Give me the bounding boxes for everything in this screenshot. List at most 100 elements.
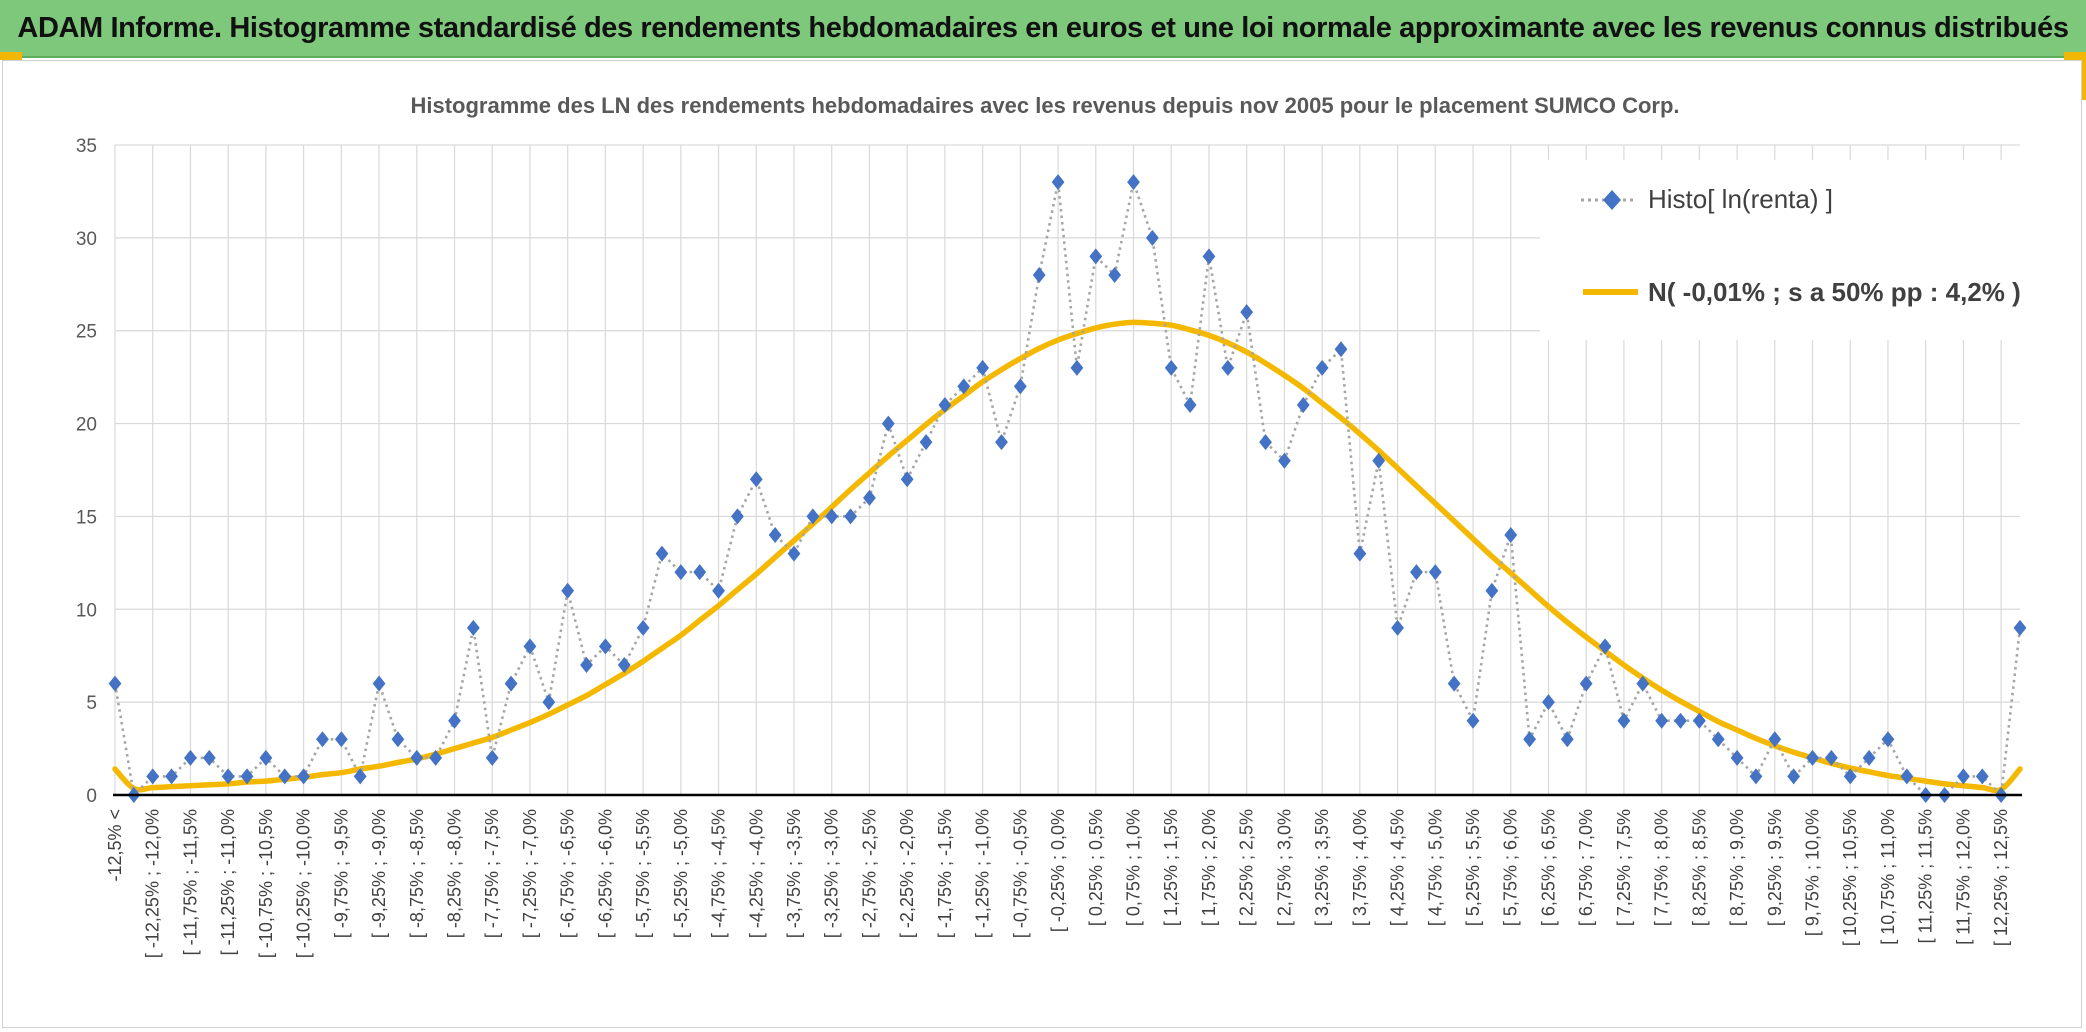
frame-accent-right <box>2082 60 2086 100</box>
histogram-point <box>1221 359 1235 376</box>
histogram-point <box>1957 768 1970 785</box>
histogram-point <box>561 582 575 599</box>
y-tick-label: 10 <box>76 600 97 621</box>
histogram-point <box>919 434 933 451</box>
y-tick-label: 30 <box>76 229 97 250</box>
x-tick-label: [ 6,25% ; 6,5% <box>1538 809 1558 926</box>
histogram-point <box>1560 731 1574 748</box>
histogram-point <box>806 508 820 525</box>
y-tick-label: 15 <box>76 507 97 528</box>
histogram-point <box>1164 359 1178 376</box>
histogram-point <box>165 768 178 785</box>
histogram-point <box>1485 582 1499 599</box>
histogram-point <box>278 768 292 785</box>
x-tick-label: [ -7,25% ; -7,0% <box>520 809 540 938</box>
histogram-point <box>1900 768 1914 785</box>
histogram-point <box>731 508 744 525</box>
histogram-point <box>1032 267 1046 283</box>
histogram-point <box>655 545 669 562</box>
x-tick-label: [ -1,25% ; -1,0% <box>973 809 993 938</box>
x-tick-label: [ 2,75% ; 3,0% <box>1274 809 1294 926</box>
histogram-point <box>1410 564 1423 581</box>
normal-curve-series <box>112 319 2023 794</box>
x-tick-label: [ 5,75% ; 6,0% <box>1501 809 1521 926</box>
legend: Histo[ ln(renta) ] N( -0,01% ; s a 50% p… <box>1540 160 2025 340</box>
histogram-point <box>221 768 235 785</box>
histogram-point <box>976 359 990 376</box>
histogram-point <box>1862 749 1876 766</box>
histogram-point <box>1108 267 1122 283</box>
x-tick-label: [ -3,25% ; -3,0% <box>822 809 842 938</box>
histogram-point <box>1674 712 1687 729</box>
histogram-point <box>504 675 518 692</box>
histogram-point <box>1089 248 1103 265</box>
histogram-point <box>1711 731 1725 748</box>
histogram-point <box>1598 638 1612 655</box>
x-tick-label: [ -9,75% ; -9,5% <box>331 809 351 938</box>
histogram-point <box>1278 452 1291 469</box>
histogram-point <box>1202 248 1216 265</box>
y-tick-label: 0 <box>86 786 97 807</box>
histogram-point <box>240 768 254 785</box>
histogram-point <box>1013 378 1027 395</box>
histogram-point <box>1975 768 1989 785</box>
histogram-point <box>1315 359 1329 376</box>
x-tick-label: [ 10,25% ; 10,5% <box>1840 809 1860 946</box>
histogram-point <box>372 675 386 692</box>
histogram-point <box>1730 749 1744 766</box>
x-tick-label: [ 2,25% ; 2,5% <box>1237 809 1257 926</box>
x-tick-label: [ -2,75% ; -2,5% <box>859 809 879 938</box>
histogram-point <box>1428 564 1442 581</box>
histogram-point <box>297 768 311 785</box>
histogram-point <box>1843 768 1857 785</box>
histogram-point <box>598 638 612 655</box>
histogram-point <box>900 471 914 488</box>
histogram-point <box>712 582 725 599</box>
histogram-point <box>1504 527 1518 543</box>
y-tick-label: 5 <box>86 693 97 714</box>
legend-curve-label: N( -0,01% ; s a 50% pp : 4,2% ) <box>1648 277 2021 307</box>
x-tick-label: [ -0,25% ; 0,0% <box>1048 809 1068 932</box>
histogram-point <box>146 768 160 785</box>
histogram-point <box>1447 675 1461 692</box>
y-tick-label: 35 <box>76 136 97 157</box>
histogram-point <box>1824 749 1838 766</box>
histogram-point <box>1070 359 1084 376</box>
x-tick-label: [ 0,25% ; 0,5% <box>1086 809 1106 926</box>
x-tick-label: [ -6,75% ; -6,5% <box>558 809 578 938</box>
x-tick-label: [ -3,75% ; -3,5% <box>784 809 804 938</box>
histogram-point <box>1617 712 1631 729</box>
histogram-point <box>1353 545 1367 562</box>
histogram-point <box>995 434 1008 451</box>
banner-title: ADAM Informe. Histogramme standardisé de… <box>17 12 2069 44</box>
histogram-point <box>448 712 461 729</box>
histogram-point <box>202 749 216 766</box>
x-tick-label: [ 8,75% ; 9,0% <box>1727 809 1747 926</box>
x-tick-label: [ -6,25% ; -6,0% <box>595 809 615 938</box>
x-tick-label: [ -10,25% ; -10,0% <box>294 809 314 958</box>
legend-histo-label: Histo[ ln(renta) ] <box>1648 184 1833 214</box>
histogram-point <box>334 731 348 748</box>
histogram-point <box>1051 174 1065 191</box>
x-tick-label: [ 12,25% ; 12,5% <box>1991 809 2011 946</box>
x-tick-label: [ -8,25% ; -8,0% <box>445 809 465 938</box>
histogram-point <box>353 768 367 785</box>
chart-title: Histogramme des LN des rendements hebdom… <box>410 93 1679 118</box>
histogram-point <box>749 471 763 488</box>
x-tick-label: [ 1,75% ; 2,0% <box>1199 809 1219 926</box>
histogram-point <box>1259 434 1272 451</box>
x-tick-label: [ -8,75% ; -8,5% <box>407 809 427 938</box>
chart-frame <box>2 60 2082 1028</box>
x-tick-label: [ -5,75% ; -5,5% <box>633 809 653 938</box>
histogram-point <box>957 378 971 395</box>
histogram-point <box>485 749 499 766</box>
histogram-point <box>542 694 556 711</box>
histogram-point <box>636 619 650 636</box>
histogram-point <box>1391 619 1404 636</box>
histogram-point <box>466 619 480 636</box>
x-tick-label: -12,5% < <box>105 809 125 882</box>
legend-background <box>1540 160 2025 340</box>
histogram-point <box>429 749 443 766</box>
histogram-point <box>184 749 197 766</box>
